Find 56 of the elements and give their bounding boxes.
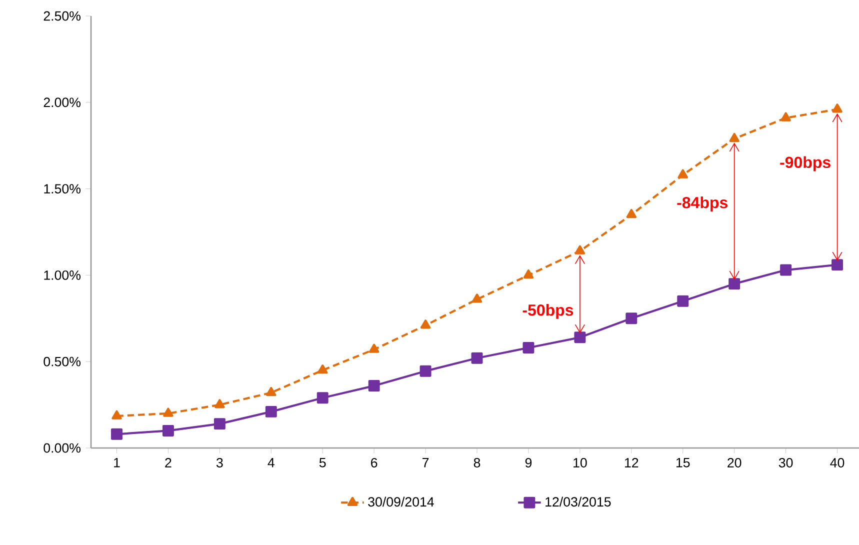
point	[677, 295, 689, 307]
point	[112, 410, 122, 420]
point	[472, 294, 482, 303]
point	[265, 406, 277, 418]
point	[678, 169, 688, 178]
point	[574, 245, 586, 254]
point	[471, 352, 483, 364]
legend-label: 30/09/2014	[368, 496, 434, 507]
x-tick-label: 4	[268, 458, 274, 468]
point	[316, 392, 328, 404]
point	[728, 278, 740, 290]
legend-label: 12/03/2015	[546, 496, 611, 507]
annotation: -84bps	[677, 196, 728, 212]
point	[214, 399, 225, 408]
x-tick-label: 10	[574, 458, 587, 468]
point	[574, 332, 586, 344]
x-tick-label: 9	[525, 458, 532, 468]
point	[523, 269, 534, 279]
point	[832, 104, 842, 113]
point	[317, 364, 328, 374]
point	[214, 418, 226, 430]
point	[626, 312, 638, 324]
annotation: -90bps	[780, 156, 830, 172]
point	[729, 132, 740, 142]
x-tick-label: 20	[728, 458, 742, 468]
x-tick-label: 6	[371, 458, 378, 468]
point	[832, 259, 844, 271]
x-tick-label: 2	[165, 458, 172, 468]
annotation: -50bps	[522, 304, 574, 319]
x-tick-label: 5	[319, 458, 326, 468]
y-tick-label: 1.50%	[44, 184, 81, 194]
point	[368, 380, 380, 392]
point	[626, 208, 637, 218]
x-tick-label: 3	[216, 458, 223, 468]
point	[780, 112, 791, 122]
x-tick-label: 40	[830, 458, 844, 468]
y-tick-label: 2.50%	[44, 11, 81, 21]
x-tick-label: 8	[474, 458, 480, 468]
x-tick-label: 30	[778, 458, 793, 468]
point	[266, 386, 276, 396]
point	[420, 320, 431, 329]
point	[780, 264, 792, 276]
x-tick-label: 7	[422, 458, 429, 468]
x-tick-label: 12	[625, 458, 638, 468]
y-tick-label: 0.00%	[44, 443, 81, 453]
point	[420, 365, 432, 377]
y-tick-label: 1.00%	[44, 270, 81, 280]
point	[368, 344, 380, 353]
point	[111, 428, 122, 440]
point	[162, 424, 174, 436]
point	[522, 342, 534, 354]
x-tick-label: 1	[114, 458, 120, 468]
y-tick-label: 2.00%	[44, 98, 81, 108]
point	[163, 408, 174, 417]
y-tick-label: 0.50%	[44, 356, 81, 366]
x-tick-label: 15	[676, 458, 690, 468]
